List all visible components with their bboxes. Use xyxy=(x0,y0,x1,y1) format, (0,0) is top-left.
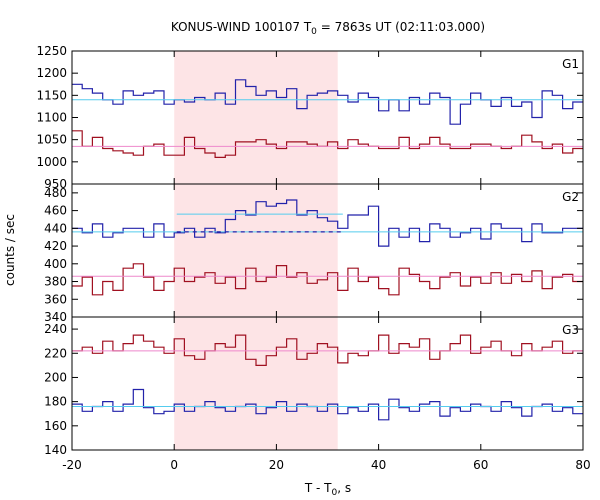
y-tick-label: 160 xyxy=(44,419,67,433)
panel-label: G3 xyxy=(562,323,579,337)
panel-label: G1 xyxy=(562,57,579,71)
panel-G3-series-0 xyxy=(72,334,583,366)
y-tick-label: 220 xyxy=(44,346,67,360)
panel-G3-series-1 xyxy=(72,388,583,421)
y-tick-label: 950 xyxy=(44,177,67,191)
y-tick-label: 180 xyxy=(44,395,67,409)
y-tick-label: 1150 xyxy=(36,88,67,102)
panel-G1-series-1 xyxy=(72,130,583,158)
y-tick-label: 360 xyxy=(44,292,67,306)
y-tick-label: 380 xyxy=(44,275,67,289)
chart-title: KONUS-WIND 100107 T0 = 7863s UT (02:11:0… xyxy=(171,20,485,37)
plot-area: 950 1000 1050 1100 1150 1200 1250 G1 340 360 380 40… xyxy=(36,44,590,472)
panel-G2-series-0 xyxy=(72,199,583,247)
x-tick-label: -20 xyxy=(62,458,82,472)
y-tick-label: 1250 xyxy=(36,44,67,58)
y-tick-label: 460 xyxy=(44,204,67,218)
x-tick-label: 80 xyxy=(575,458,590,472)
y-tick-label: 480 xyxy=(44,186,67,200)
x-tick-label: 60 xyxy=(473,458,488,472)
x-tick-label: 0 xyxy=(170,458,178,472)
y-tick-label: 140 xyxy=(44,443,67,457)
y-tick-label: 420 xyxy=(44,239,67,253)
x-tick-label: 40 xyxy=(371,458,386,472)
panel-G3-frame xyxy=(71,316,584,451)
highlight-interval xyxy=(174,51,338,450)
y-tick-label: 400 xyxy=(44,257,67,271)
panel-label: G2 xyxy=(562,190,579,204)
x-tick-label: 20 xyxy=(269,458,284,472)
y-axis-label: counts / sec xyxy=(3,214,17,286)
y-tick-label: 240 xyxy=(44,322,67,336)
y-tick-label: 1050 xyxy=(36,133,67,147)
y-tick-label: 440 xyxy=(44,221,67,235)
y-tick-label: 1200 xyxy=(36,66,67,80)
panel-G1-series-0 xyxy=(72,79,583,125)
y-tick-label: 340 xyxy=(44,310,67,324)
y-tick-label: 1100 xyxy=(36,111,67,125)
y-tick-label: 1000 xyxy=(36,155,67,169)
y-tick-label: 200 xyxy=(44,370,67,384)
x-axis-label: T - T0, s xyxy=(304,481,351,498)
